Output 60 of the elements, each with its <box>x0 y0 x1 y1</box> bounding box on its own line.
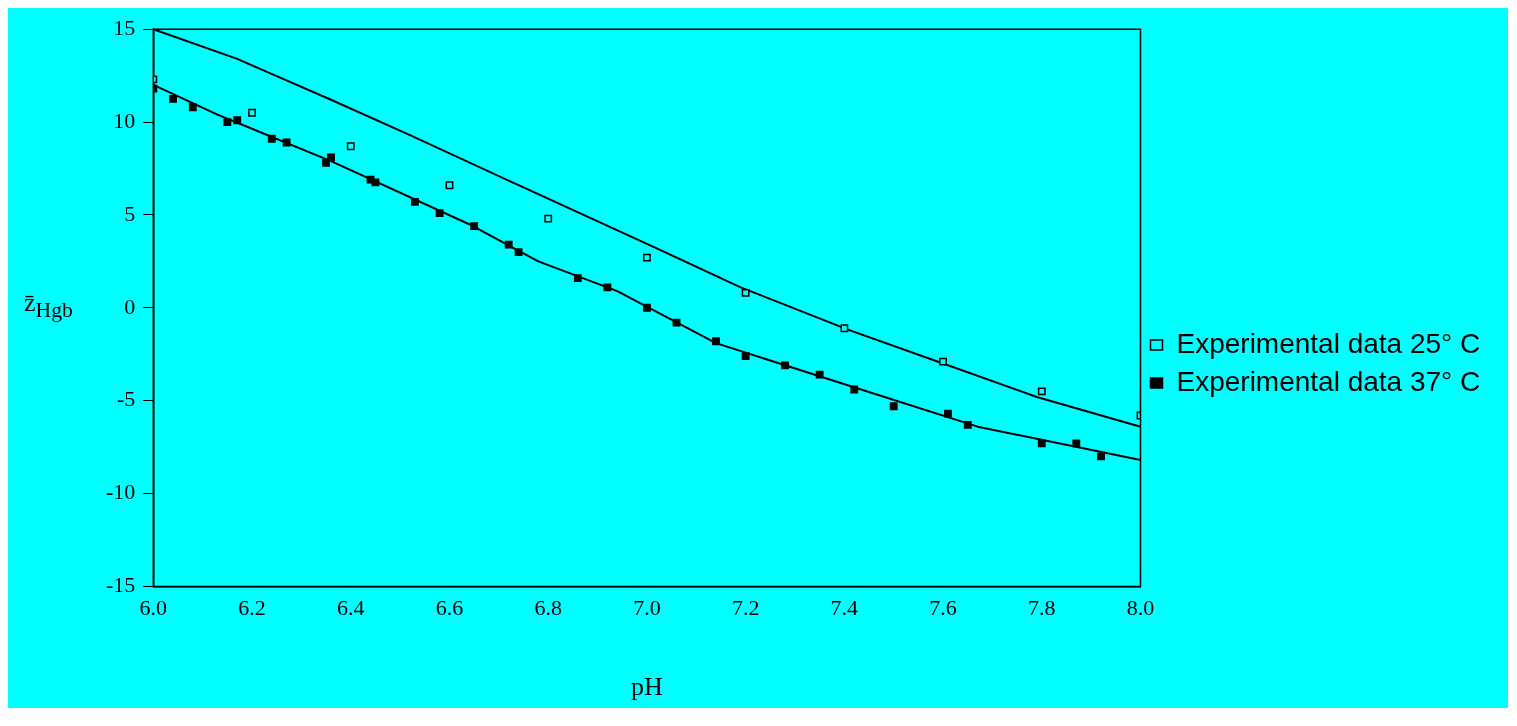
point <box>1097 452 1105 461</box>
point <box>248 108 256 117</box>
point <box>815 370 824 379</box>
point <box>573 274 582 283</box>
y-tick-label: -5 <box>117 386 136 412</box>
x-tick-label: 6.8 <box>534 595 562 621</box>
point <box>504 240 513 249</box>
y-tick-label: 5 <box>124 200 136 226</box>
x-tick-label: 7.6 <box>929 595 957 621</box>
x-tick-label: 6.4 <box>337 595 365 621</box>
point <box>411 198 419 206</box>
x-tick-label: 7.2 <box>731 595 760 621</box>
y-tick-label: 10 <box>113 107 136 133</box>
point <box>282 138 291 147</box>
point <box>346 142 355 151</box>
point <box>327 153 335 162</box>
point <box>712 337 720 346</box>
point <box>741 352 750 361</box>
y-axis-title: z̄$_{Hgb}$ <box>24 288 73 324</box>
point <box>1037 387 1046 396</box>
x-tick-label: 7.0 <box>633 595 661 621</box>
point <box>322 159 331 167</box>
point <box>741 289 750 297</box>
y-tick-label: 15 <box>113 14 136 40</box>
x-tick-label: 6.0 <box>139 595 168 621</box>
point <box>223 118 232 126</box>
point <box>435 209 444 218</box>
point <box>840 324 849 333</box>
point <box>939 357 947 366</box>
point <box>642 303 651 312</box>
x-tick-label: 7.4 <box>830 595 859 621</box>
x-tick-label: 7.8 <box>1028 595 1056 621</box>
y-tick-label: -15 <box>106 572 136 598</box>
point <box>850 385 859 394</box>
point <box>514 248 523 257</box>
y-tick-label: 0 <box>124 293 136 319</box>
point <box>233 116 242 125</box>
point <box>963 420 972 429</box>
legend-label: Experimental data 37° C <box>1176 365 1481 397</box>
point <box>445 181 454 190</box>
x-tick-label: 8.0 <box>1126 595 1155 621</box>
point <box>1072 439 1081 448</box>
x-tick-label: 6.6 <box>435 595 464 621</box>
legend-label: Experimental data 25° C <box>1176 327 1481 359</box>
point <box>544 214 553 223</box>
y-tick-label: -10 <box>106 479 136 505</box>
point <box>169 94 177 103</box>
point <box>267 134 276 143</box>
point <box>642 253 651 262</box>
point <box>188 103 197 112</box>
point <box>371 178 380 187</box>
point <box>1037 439 1046 448</box>
point <box>603 283 612 292</box>
x-axis-title: pH <box>631 672 664 702</box>
point <box>672 318 681 327</box>
x-tick-label: 6.2 <box>238 595 266 621</box>
point <box>781 361 790 370</box>
point <box>470 222 479 231</box>
point <box>889 402 898 411</box>
point <box>944 409 952 418</box>
